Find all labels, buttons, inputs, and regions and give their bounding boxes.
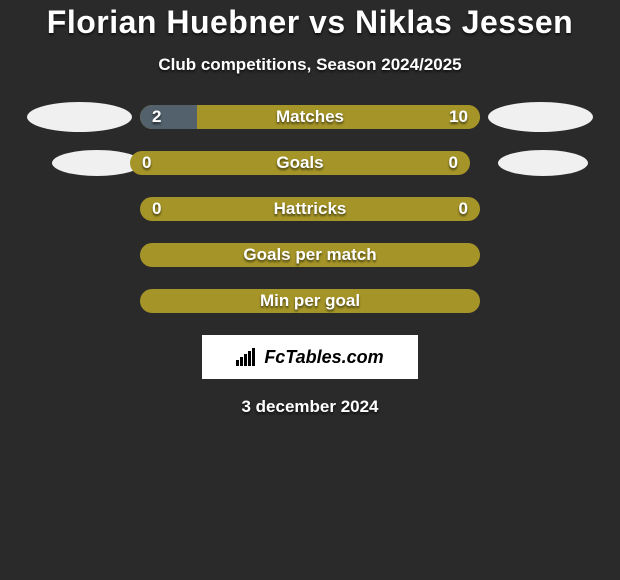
stat-row: Goals per match [0,243,620,267]
brand-badge: FcTables.com [202,335,418,379]
bars-icon [236,348,258,366]
stat-label: Goals [130,151,470,175]
comparison-widget: Florian Huebner vs Niklas Jessen Club co… [0,0,620,417]
page-title: Florian Huebner vs Niklas Jessen [0,4,620,41]
stat-rows: 210Matches 00Goals 00Hattricks Goals per ma… [0,105,620,313]
stat-bar: Min per goal [140,289,480,313]
player-right-marker [488,102,593,132]
stat-bar: Goals per match [140,243,480,267]
stat-label: Goals per match [140,243,480,267]
stat-label: Min per goal [140,289,480,313]
stat-bar: 00Hattricks [140,197,480,221]
subtitle: Club competitions, Season 2024/2025 [0,55,620,75]
player-left-marker [52,150,142,176]
brand-text: FcTables.com [264,347,383,368]
stat-label: Matches [140,105,480,129]
stat-row: Min per goal [0,289,620,313]
stat-bar: 210Matches [140,105,480,129]
stat-row: 00Goals [0,151,620,175]
player-left-marker [27,102,132,132]
stat-row: 00Hattricks [0,197,620,221]
stat-bar: 00Goals [130,151,470,175]
stat-row: 210Matches [0,105,620,129]
player-right-marker [498,150,588,176]
stat-label: Hattricks [140,197,480,221]
date-label: 3 december 2024 [0,397,620,417]
